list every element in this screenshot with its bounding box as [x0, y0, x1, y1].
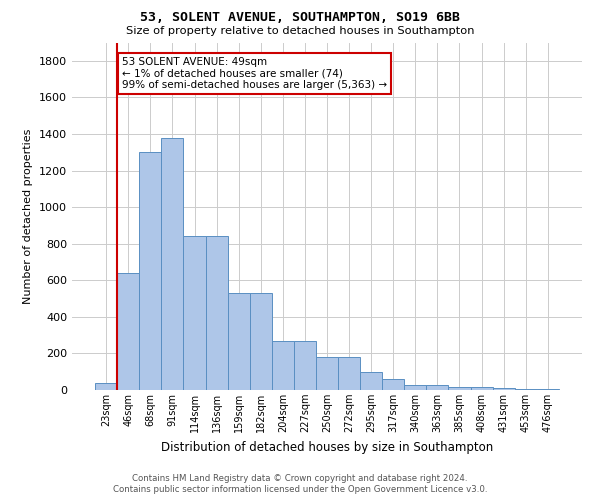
Bar [206, 236, 227, 390]
X-axis label: Distribution of detached houses by size in Southampton: Distribution of detached houses by size … [161, 440, 493, 454]
Bar [382, 379, 404, 390]
Bar [161, 138, 184, 390]
Text: 53 SOLENT AVENUE: 49sqm
← 1% of detached houses are smaller (74)
99% of semi-det: 53 SOLENT AVENUE: 49sqm ← 1% of detached… [122, 57, 387, 90]
Bar [470, 388, 493, 390]
Bar [139, 152, 161, 390]
Text: Contains HM Land Registry data © Crown copyright and database right 2024.
Contai: Contains HM Land Registry data © Crown c… [113, 474, 487, 494]
Bar [95, 382, 117, 390]
Bar [272, 340, 294, 390]
Bar [360, 372, 382, 390]
Bar [404, 384, 427, 390]
Y-axis label: Number of detached properties: Number of detached properties [23, 128, 34, 304]
Bar [250, 293, 272, 390]
Bar [316, 357, 338, 390]
Bar [227, 293, 250, 390]
Bar [184, 236, 206, 390]
Bar [294, 340, 316, 390]
Text: Size of property relative to detached houses in Southampton: Size of property relative to detached ho… [126, 26, 474, 36]
Bar [493, 388, 515, 390]
Text: 53, SOLENT AVENUE, SOUTHAMPTON, SO19 6BB: 53, SOLENT AVENUE, SOUTHAMPTON, SO19 6BB [140, 11, 460, 24]
Bar [515, 389, 537, 390]
Bar [338, 357, 360, 390]
Bar [448, 388, 470, 390]
Bar [117, 273, 139, 390]
Bar [537, 389, 559, 390]
Bar [427, 384, 448, 390]
